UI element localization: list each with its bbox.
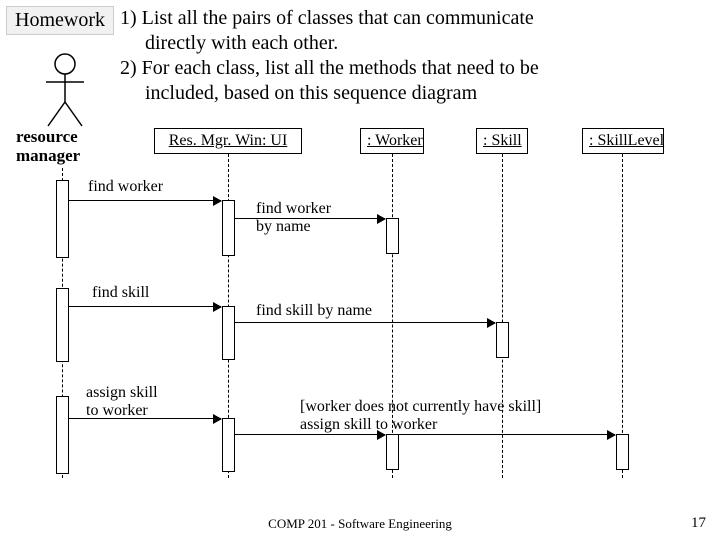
activation-actor <box>56 396 69 474</box>
prompt-line-2: 2) For each class, list all the methods … <box>120 57 539 79</box>
message-label-1: find workerby name <box>256 200 331 236</box>
message-arrow-2 <box>69 306 221 307</box>
message-label-6: [worker does not currently have skill]as… <box>300 398 541 434</box>
message-label-2: find skill <box>92 284 149 302</box>
object-box-worker: : Worker <box>360 128 424 154</box>
activation-ui <box>222 418 235 472</box>
message-arrow-5 <box>235 434 385 435</box>
prompt-line-1b: directly with each other. <box>145 32 338 54</box>
stick-figure-icon <box>40 52 90 128</box>
activation-worker <box>386 218 399 254</box>
activation-worker <box>386 434 399 470</box>
activation-ui <box>222 200 235 256</box>
prompt-text: 1) List all the pairs of classes that ca… <box>120 6 710 106</box>
actor-figure <box>30 52 100 128</box>
lifeline-slevel <box>622 154 623 478</box>
activation-actor <box>56 288 69 362</box>
message-label-3: find skill by name <box>256 302 372 320</box>
message-arrow-3 <box>235 322 495 323</box>
activation-skill <box>496 322 509 358</box>
homework-badge: Homework <box>6 6 114 35</box>
prompt-line-1: 1) List all the pairs of classes that ca… <box>120 7 534 29</box>
actor-label: resourcemanager <box>16 128 106 165</box>
message-arrow-6 <box>399 434 615 435</box>
activation-actor <box>56 180 69 258</box>
object-box-slevel: : SkillLevel <box>582 128 664 154</box>
object-box-ui: Res. Mgr. Win: UI <box>154 128 302 154</box>
object-box-skill: : Skill <box>476 128 528 154</box>
prompt-line-2b: included, based on this sequence diagram <box>145 82 477 104</box>
activation-slevel <box>616 434 629 470</box>
footer-text: COMP 201 - Software Engineering <box>0 516 720 532</box>
activation-ui <box>222 306 235 360</box>
message-label-0: find worker <box>88 178 163 196</box>
slide: Homework 1) List all the pairs of classe… <box>0 0 720 540</box>
message-arrow-0 <box>69 200 221 201</box>
page-number: 17 <box>691 515 706 532</box>
message-label-4: assign skillto worker <box>86 384 158 420</box>
